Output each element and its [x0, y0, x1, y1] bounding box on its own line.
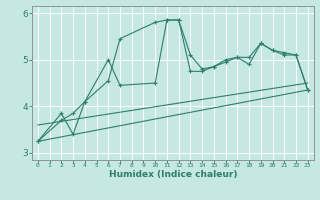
X-axis label: Humidex (Indice chaleur): Humidex (Indice chaleur) [108, 170, 237, 179]
